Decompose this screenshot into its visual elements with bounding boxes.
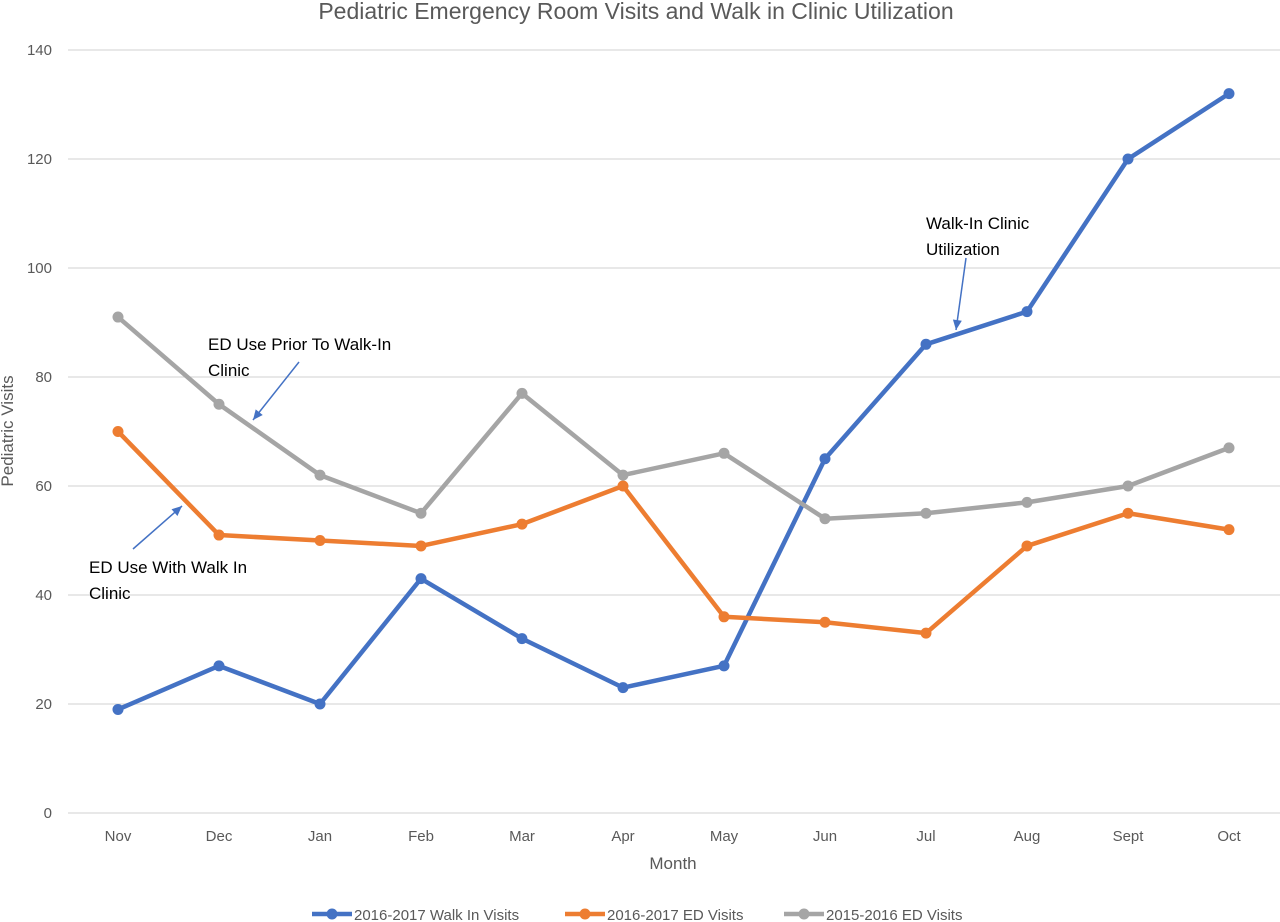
- data-point: [718, 611, 730, 623]
- legend-label: 2016-2017 Walk In Visits: [354, 907, 519, 922]
- legend-marker: [579, 908, 591, 920]
- annotation-text: Walk-In Clinic: [926, 214, 1030, 233]
- y-tick-label: 80: [35, 369, 52, 386]
- gridlines: [68, 49, 1280, 814]
- y-axis-ticks: 0 20 40 60 80 100 120 140: [27, 42, 52, 822]
- data-point: [415, 507, 427, 519]
- annotation-text: Clinic: [208, 361, 250, 380]
- y-tick-label: 20: [35, 696, 52, 713]
- annotation-text: ED Use Prior To Walk-In: [208, 335, 391, 354]
- data-point: [920, 338, 932, 350]
- data-point: [1223, 88, 1235, 100]
- annotation-text: ED Use With Walk In: [89, 558, 247, 577]
- legend-item-3: 2015-2016 ED Visits: [784, 907, 962, 922]
- y-tick-label: 60: [35, 478, 52, 495]
- data-point: [516, 633, 528, 645]
- series-line: [115, 91, 1232, 712]
- annotation-arrow-head: [952, 319, 962, 330]
- annotation-text: Utilization: [926, 240, 1000, 259]
- x-tick-label: Jun: [813, 828, 837, 845]
- data-point: [920, 507, 932, 519]
- x-tick-label: Sept: [1113, 828, 1145, 845]
- x-tick-label: Oct: [1217, 828, 1241, 845]
- data-point: [112, 703, 124, 715]
- data-point: [617, 469, 629, 481]
- data-point: [314, 535, 326, 546]
- data-point: [617, 480, 629, 492]
- annotation-arrow-head: [253, 409, 263, 420]
- data-point: [1223, 442, 1235, 454]
- data-point: [1122, 507, 1134, 519]
- data-point: [1021, 540, 1033, 552]
- chart-title: Pediatric Emergency Room Visits and Walk…: [318, 0, 953, 24]
- data-point: [314, 698, 326, 710]
- x-tick-label: Feb: [408, 828, 434, 845]
- y-tick-label: 120: [27, 151, 52, 168]
- legend-label: 2016-2017 ED Visits: [607, 907, 743, 922]
- data-point: [516, 387, 528, 399]
- legend: 2016-2017 Walk In Visits 2016-2017 ED Vis…: [312, 907, 962, 922]
- x-tick-label: Jan: [308, 828, 332, 845]
- series-line: [115, 429, 1232, 636]
- data-point: [1122, 153, 1134, 165]
- data-point: [1223, 524, 1235, 536]
- series-3: [112, 311, 1235, 525]
- series-lines: [112, 88, 1235, 715]
- data-point: [1021, 496, 1033, 508]
- annotation-3: Walk-In Clinic Utilization: [926, 214, 1030, 259]
- data-point: [516, 518, 528, 530]
- x-axis-ticks: Nov Dec Jan Feb Mar Apr May Jun Jul Aug Sept Oct: [105, 828, 1242, 845]
- x-axis-label: Month: [649, 854, 696, 873]
- data-point: [112, 426, 124, 437]
- x-tick-label: Mar: [509, 828, 535, 845]
- y-tick-label: 0: [44, 805, 52, 822]
- y-tick-label: 100: [27, 260, 52, 277]
- data-point: [617, 682, 629, 694]
- y-tick-label: 40: [35, 587, 52, 604]
- data-point: [1021, 306, 1033, 318]
- data-point: [213, 398, 225, 410]
- data-point: [415, 540, 427, 552]
- x-tick-label: Apr: [611, 828, 634, 845]
- annotation-arrow: [252, 361, 300, 421]
- x-tick-label: Jul: [916, 828, 935, 845]
- annotation-2: ED Use With Walk In Clinic: [89, 558, 247, 603]
- series-2: [112, 426, 1235, 639]
- data-point: [1122, 480, 1134, 492]
- series-line: [115, 314, 1232, 521]
- x-tick-label: Dec: [206, 828, 233, 845]
- legend-item-1: 2016-2017 Walk In Visits: [312, 907, 519, 922]
- data-point: [314, 469, 326, 481]
- y-tick-label: 140: [27, 42, 52, 59]
- legend-marker: [326, 908, 338, 920]
- annotation-arrow-head: [171, 506, 182, 516]
- data-point: [819, 453, 831, 465]
- data-point: [415, 573, 427, 585]
- x-tick-label: Aug: [1014, 828, 1041, 845]
- data-point: [718, 447, 730, 459]
- y-axis-label: Pediatric Visits: [0, 375, 17, 486]
- data-point: [213, 529, 225, 541]
- annotation-1: ED Use Prior To Walk-In Clinic: [208, 335, 391, 380]
- legend-item-2: 2016-2017 ED Visits: [565, 907, 743, 922]
- annotation-arrow: [132, 505, 183, 550]
- legend-marker: [798, 908, 810, 920]
- data-point: [213, 660, 225, 672]
- data-point: [112, 311, 124, 323]
- series-1: [112, 88, 1235, 715]
- data-point: [819, 513, 831, 525]
- data-point: [718, 660, 730, 672]
- legend-label: 2015-2016 ED Visits: [826, 907, 962, 922]
- x-tick-label: Nov: [105, 828, 132, 845]
- x-tick-label: May: [710, 828, 739, 845]
- annotation-text: Clinic: [89, 584, 131, 603]
- data-point: [920, 627, 932, 639]
- data-point: [819, 616, 831, 628]
- annotation-arrow: [955, 257, 967, 331]
